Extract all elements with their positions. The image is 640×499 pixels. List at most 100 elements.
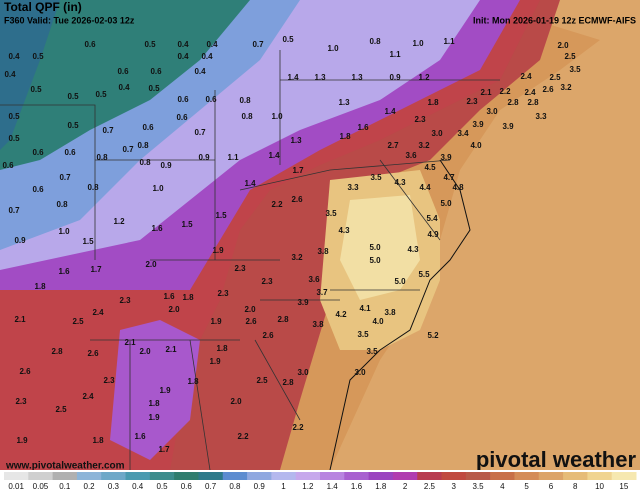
- colorbar-label: 0.5: [156, 482, 168, 491]
- precip-label: 1.9: [159, 386, 171, 395]
- precip-label: 1.2: [113, 217, 125, 226]
- colorbar-label: 0.6: [181, 482, 193, 491]
- precip-label: 0.7: [252, 40, 264, 49]
- precip-label: 2.5: [72, 317, 84, 326]
- precip-label: 1.8: [427, 98, 439, 107]
- precip-label: 3.9: [297, 298, 309, 307]
- colorbar-label: 1.4: [327, 482, 339, 491]
- colorbar-cell: [465, 472, 491, 480]
- precip-label: 0.6: [32, 148, 44, 157]
- precip-label: 0.4: [201, 52, 213, 61]
- colorbar-label: 2.5: [424, 482, 436, 491]
- precip-label: 2.2: [292, 423, 304, 432]
- precip-label: 0.4: [4, 70, 16, 79]
- precip-label: 0.5: [32, 52, 44, 61]
- precip-label: 0.8: [241, 112, 253, 121]
- precip-label: 3.5: [366, 347, 378, 356]
- colorbar-cell: [125, 472, 151, 480]
- precip-label: 4.0: [372, 317, 384, 326]
- precip-label: 0.8: [239, 96, 251, 105]
- colorbar-label: 0.7: [205, 482, 217, 491]
- zone-pale: [340, 195, 420, 300]
- precip-label: 3.8: [384, 308, 396, 317]
- colorbar-label: 1.8: [375, 482, 387, 491]
- precip-label: 1.4: [268, 151, 280, 160]
- precip-label: 0.4: [206, 40, 218, 49]
- precip-label: 2.0: [139, 347, 151, 356]
- precip-label: 0.6: [176, 113, 188, 122]
- precip-label: 5.0: [394, 277, 406, 286]
- precip-label: 1.9: [16, 436, 28, 445]
- colorbar-cell: [417, 472, 443, 480]
- precip-label: 1.6: [151, 224, 163, 233]
- colorbar-cell: [4, 472, 29, 480]
- precip-label: 5.0: [440, 199, 452, 208]
- precip-label: 1.0: [58, 227, 70, 236]
- precip-label: 3.6: [405, 151, 417, 160]
- precip-label: 0.4: [8, 52, 20, 61]
- precip-label: 0.5: [282, 35, 294, 44]
- precip-label: 3.5: [325, 209, 337, 218]
- precip-label: 1.4: [384, 107, 396, 116]
- precip-label: 1.8: [339, 132, 351, 141]
- precip-label: 1.4: [287, 73, 299, 82]
- init-time: Init: Mon 2026-01-19 12z ECMWF-AIFS: [473, 15, 636, 25]
- precip-label: 2.6: [262, 331, 274, 340]
- precip-label: 3.2: [418, 141, 430, 150]
- colorbar-cell: [587, 472, 613, 480]
- precip-label: 0.5: [144, 40, 156, 49]
- precip-label: 0.5: [67, 121, 79, 130]
- colorbar-cell: [320, 472, 345, 480]
- coastline: [329, 159, 471, 471]
- precip-label: 1.7: [292, 166, 304, 175]
- precip-label: 3.9: [472, 120, 484, 129]
- colorbar-cell: [563, 472, 588, 480]
- colorbar-cell: [76, 472, 102, 480]
- precip-label: 1.1: [227, 153, 239, 162]
- precip-label: 2.8: [507, 98, 519, 107]
- colorbar-cell: [538, 472, 564, 480]
- precip-label: 5.4: [426, 214, 438, 223]
- precip-label: 1.8: [92, 436, 104, 445]
- colorbar-label: 0.8: [229, 482, 241, 491]
- precip-label: 0.6: [205, 95, 217, 104]
- precip-label: 2.6: [291, 195, 303, 204]
- precip-label: 4.8: [452, 183, 464, 192]
- colorbar-cell: [247, 472, 272, 480]
- precip-label: 1.8: [182, 293, 194, 302]
- brand: pivotal weather: [476, 447, 637, 472]
- precip-label: 5.5: [418, 270, 430, 279]
- precip-label: 1.3: [338, 98, 350, 107]
- precip-label: 3.8: [312, 320, 324, 329]
- precip-label: 0.6: [117, 67, 129, 76]
- precip-label: 1.6: [357, 123, 369, 132]
- precip-label: 2.4: [524, 88, 536, 97]
- precip-label: 4.3: [394, 178, 406, 187]
- precip-label: 1.0: [271, 112, 283, 121]
- precip-label: 4.9: [427, 230, 439, 239]
- precip-label: 4.3: [407, 245, 419, 254]
- precip-label: 1.6: [58, 267, 70, 276]
- precip-label: 0.5: [148, 84, 160, 93]
- precip-label: 5.0: [369, 243, 381, 252]
- precip-label: 0.9: [389, 73, 401, 82]
- precip-label: 0.6: [2, 161, 14, 170]
- colorbar-label: 6: [549, 482, 554, 491]
- precip-label: 3.0: [354, 368, 366, 377]
- precip-label: 1.8: [216, 344, 228, 353]
- precip-label: 1.8: [148, 399, 160, 408]
- precip-label: 0.7: [8, 206, 20, 215]
- colorbar-label: 0.3: [108, 482, 120, 491]
- precip-label: 2.6: [542, 85, 554, 94]
- precip-label: 2.1: [14, 315, 26, 324]
- colorbar-cell: [101, 472, 127, 480]
- precip-label: 2.2: [271, 200, 283, 209]
- precip-label: 4.5: [424, 163, 436, 172]
- precip-label: 3.9: [440, 153, 452, 162]
- precip-label: 0.8: [137, 141, 149, 150]
- precip-label: 1.1: [389, 50, 401, 59]
- precip-label: 0.5: [95, 90, 107, 99]
- colorbar-cell: [344, 472, 370, 480]
- precip-label: 1.7: [90, 265, 102, 274]
